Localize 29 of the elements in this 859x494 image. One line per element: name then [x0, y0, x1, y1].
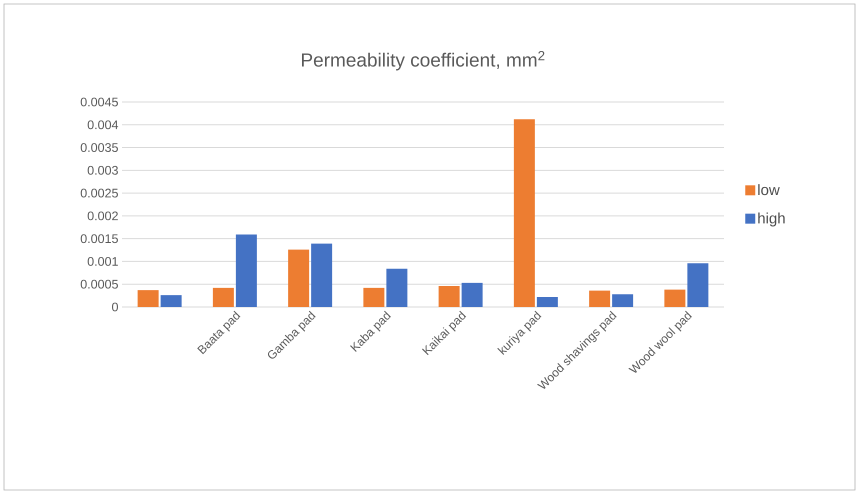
legend-label: high: [758, 212, 785, 226]
bar: [236, 234, 257, 307]
bar: [386, 268, 408, 307]
bar: [664, 290, 686, 307]
bar: [514, 119, 535, 307]
y-tick-label: 0.0015: [80, 234, 118, 244]
bar: [138, 290, 159, 307]
bar: [687, 263, 708, 307]
y-tick-label: 0.001: [88, 257, 118, 266]
bar: [160, 295, 182, 307]
y-tick-label: 0.004: [88, 120, 118, 130]
y-tick-label: 0.0045: [80, 98, 118, 106]
bar: [212, 288, 234, 307]
y-tick-label: 0.0005: [80, 280, 118, 289]
y-tick-label: 0.002: [88, 211, 118, 220]
legend-label: low: [758, 184, 780, 196]
chart-title: Permeability coefficient, mm$^{2}$: [302, 50, 544, 70]
y-tick-label: 0: [112, 302, 118, 312]
y-tick-label: 0.003: [88, 166, 118, 175]
bar: [288, 250, 310, 307]
bar: [363, 288, 384, 307]
bar: [589, 290, 610, 307]
bar: [536, 296, 558, 307]
bar: [311, 244, 332, 307]
bar: [462, 282, 483, 307]
bar: [438, 286, 460, 307]
bar: [612, 294, 634, 307]
y-tick-label: 0.0035: [80, 143, 118, 152]
y-tick-label: 0.0025: [80, 188, 118, 198]
